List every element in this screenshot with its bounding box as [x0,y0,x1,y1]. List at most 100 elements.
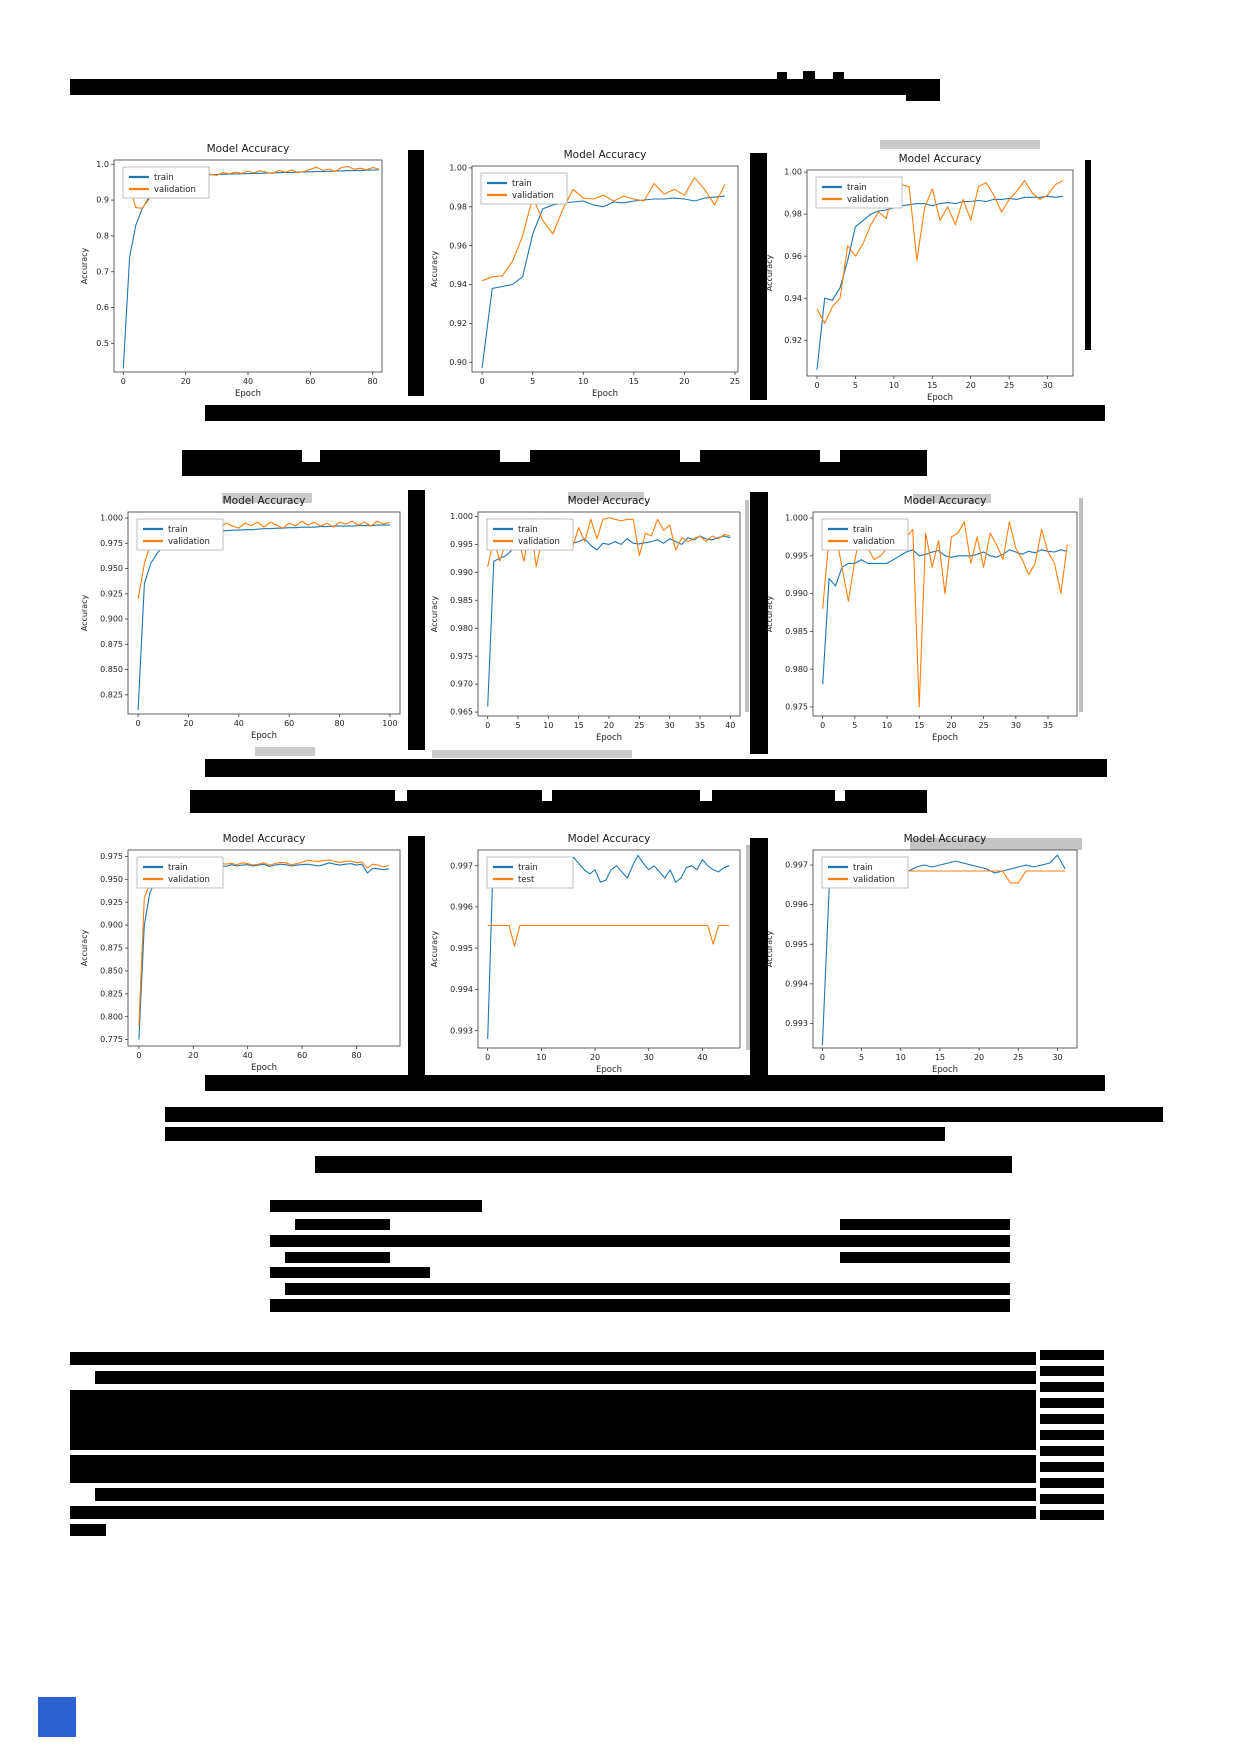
model-accuracy-figure-2: Model Accuracy Accuracy Epoch 0.90 0.92 0.94 0… [428,146,746,402]
svg-text:5: 5 [515,721,520,730]
svg-text:1.00: 1.00 [784,168,802,177]
redacted-text-bar [833,72,844,80]
svg-text:0.995: 0.995 [450,944,473,953]
svg-text:Accuracy: Accuracy [765,254,774,291]
redacted-text-bar [408,836,425,1088]
selection-highlight [255,747,315,756]
svg-text:10: 10 [882,721,892,730]
svg-text:0.975: 0.975 [450,652,473,661]
redacted-text-bar [750,492,768,754]
svg-text:25: 25 [979,721,989,730]
redacted-text-bar [70,1352,1036,1365]
svg-text:Accuracy: Accuracy [80,594,89,631]
svg-text:0: 0 [121,377,126,386]
svg-text:0.800: 0.800 [100,1012,123,1021]
svg-text:30: 30 [1043,381,1053,390]
selection-highlight [432,750,632,758]
svg-text:10: 10 [543,721,553,730]
redacted-text-bar [270,1299,1010,1312]
svg-text:0.925: 0.925 [100,589,123,598]
selection-highlight [913,494,991,503]
svg-text:0.98: 0.98 [784,210,802,219]
svg-text:0.900: 0.900 [100,615,123,624]
svg-text:train: train [168,525,188,535]
svg-text:0.995: 0.995 [785,940,808,949]
svg-text:train: train [853,525,873,535]
svg-text:Epoch: Epoch [596,733,622,743]
svg-text:Accuracy: Accuracy [80,929,89,966]
svg-text:0.993: 0.993 [785,1019,808,1028]
svg-text:0: 0 [485,1053,490,1062]
svg-text:100: 100 [382,719,397,728]
selection-highlight [746,845,750,1050]
svg-text:20: 20 [966,381,976,390]
svg-text:15: 15 [935,1053,945,1062]
redacted-text-bar [750,153,767,400]
svg-text:35: 35 [1043,721,1053,730]
svg-text:20: 20 [590,1053,600,1062]
selection-highlight [568,492,644,501]
redacted-text-bar [552,790,700,802]
redacted-text-bar [315,1156,1012,1173]
svg-text:Epoch: Epoch [596,1065,622,1075]
svg-text:Epoch: Epoch [235,389,261,399]
svg-text:Model Accuracy: Model Accuracy [207,143,290,155]
svg-text:train: train [168,863,188,873]
svg-text:0.975: 0.975 [100,852,123,861]
svg-text:0.995: 0.995 [450,540,473,549]
svg-text:0.995: 0.995 [785,551,808,560]
svg-text:validation: validation [168,537,210,547]
svg-text:0.875: 0.875 [100,944,123,953]
svg-text:0.975: 0.975 [100,539,123,548]
svg-text:0.994: 0.994 [785,979,808,988]
svg-text:0.996: 0.996 [450,903,473,912]
svg-text:1.000: 1.000 [450,512,473,521]
redacted-text-bar [840,1219,1010,1230]
svg-text:40: 40 [243,377,253,386]
svg-text:validation: validation [853,537,895,547]
svg-text:60: 60 [297,1051,307,1060]
svg-text:10: 10 [896,1053,906,1062]
svg-text:5: 5 [852,721,857,730]
svg-text:Model Accuracy: Model Accuracy [904,833,987,845]
svg-text:0: 0 [820,721,825,730]
redacted-text-bar [165,1127,945,1141]
svg-text:25: 25 [1013,1053,1023,1062]
svg-text:15: 15 [927,381,937,390]
svg-text:40: 40 [243,1051,253,1060]
svg-text:0.90: 0.90 [449,358,467,367]
svg-text:train: train [847,183,867,193]
svg-text:0.975: 0.975 [785,703,808,712]
svg-text:train: train [853,863,873,873]
svg-text:10: 10 [578,377,588,386]
svg-text:15: 15 [629,377,639,386]
svg-text:0.775: 0.775 [100,1035,123,1044]
redacted-text-bar [1040,1366,1104,1376]
svg-text:Epoch: Epoch [592,389,618,399]
svg-text:validation: validation [847,195,889,205]
redacted-text-bar [285,1283,1010,1295]
svg-text:20: 20 [974,1053,984,1062]
svg-text:0.875: 0.875 [100,640,123,649]
svg-text:Accuracy: Accuracy [430,595,439,632]
svg-text:60: 60 [305,377,315,386]
svg-text:1.000: 1.000 [785,514,808,523]
svg-text:0.965: 0.965 [450,708,473,717]
redacted-text-bar [1040,1430,1104,1440]
svg-text:0.970: 0.970 [450,680,473,689]
redacted-text-bar [205,1075,1105,1091]
redacted-text-bar [777,72,787,80]
svg-text:Accuracy: Accuracy [765,595,774,632]
svg-text:0.850: 0.850 [100,665,123,674]
redacted-text-bar [1085,160,1091,350]
redacted-text-bar [205,759,1107,777]
redacted-text-bar [320,450,500,463]
model-accuracy-figure-4: Model Accuracy Accuracy Epoch 0.825 0.850 0.8… [78,492,408,744]
svg-text:0.990: 0.990 [450,568,473,577]
svg-text:0.950: 0.950 [100,564,123,573]
svg-text:40: 40 [697,1053,707,1062]
redacted-text-bar [840,450,927,463]
svg-text:train: train [518,863,538,873]
svg-text:validation: validation [518,537,560,547]
